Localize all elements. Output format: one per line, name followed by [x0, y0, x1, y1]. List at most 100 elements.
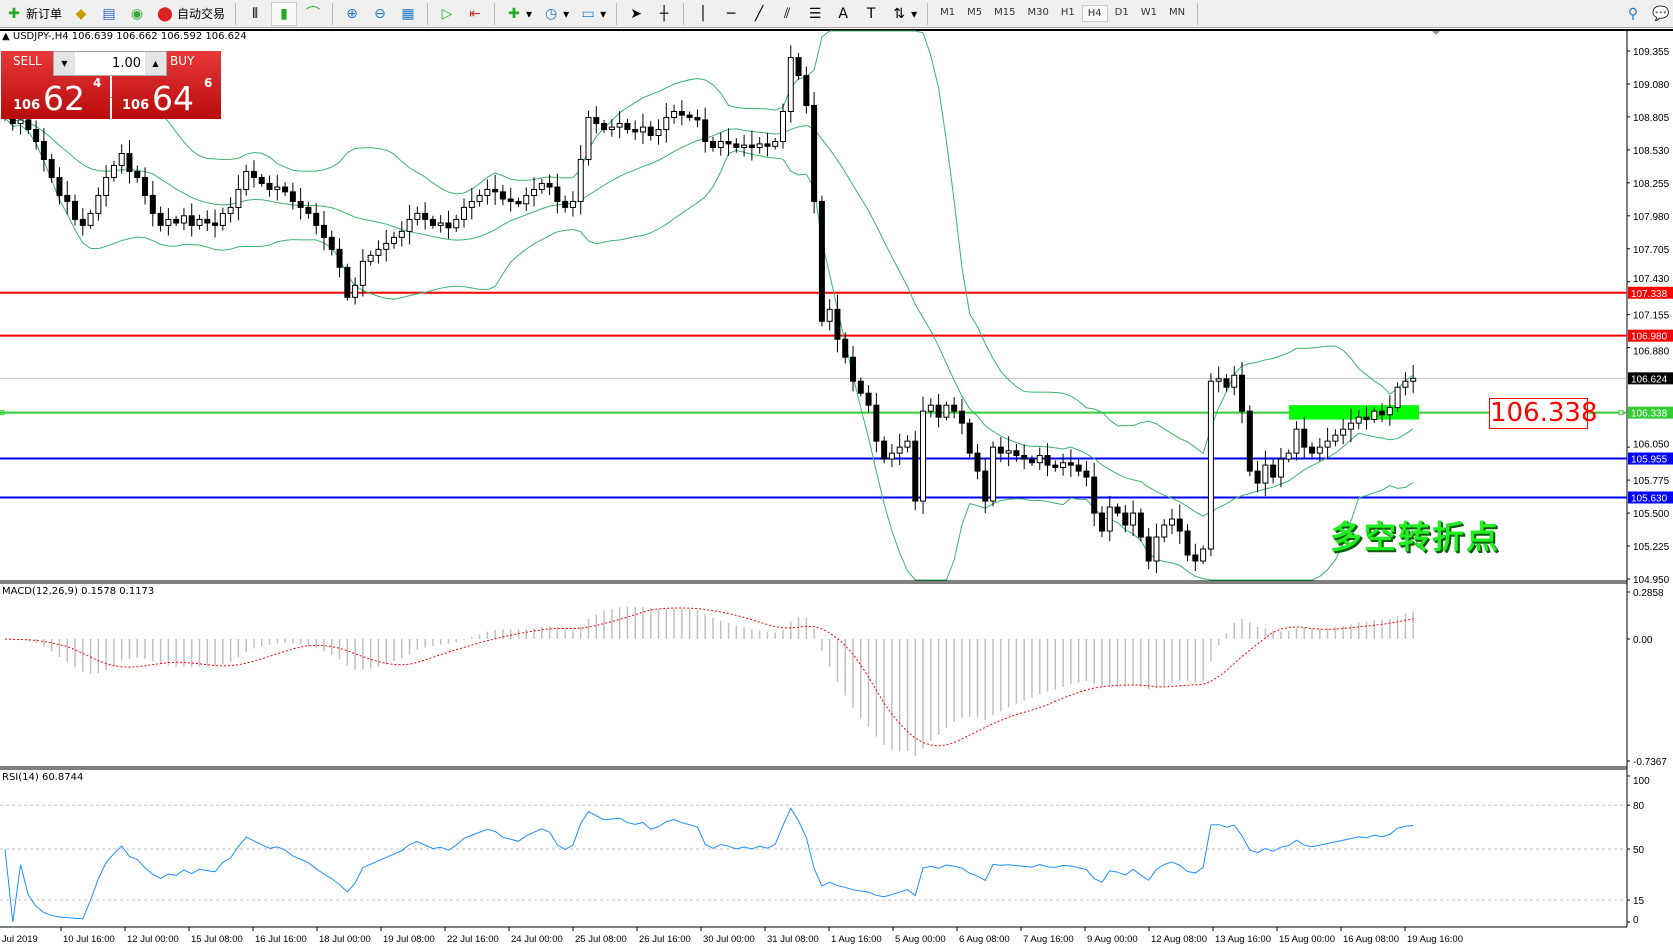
search-icon: ⚲ — [1627, 5, 1639, 22]
candle — [857, 377, 864, 397]
candle-body — [134, 170, 141, 178]
auto-trading-button[interactable]: ⬤ 自动交易 — [157, 5, 226, 22]
candle-body — [297, 200, 304, 208]
lot-size-input[interactable]: 1.00 — [75, 52, 145, 75]
date-label: 16 Aug 08:00 — [1343, 934, 1399, 945]
crosshair-button[interactable]: ┼ — [652, 2, 676, 26]
candle — [352, 277, 359, 305]
timeframe-d1[interactable]: D1 — [1114, 7, 1129, 18]
candle-body — [1246, 410, 1253, 472]
history-button[interactable]: ◆ — [69, 2, 93, 26]
vertical-line-button[interactable]: │ — [691, 2, 715, 26]
timeframe-h1[interactable]: H1 — [1060, 7, 1075, 18]
text-icon: A — [838, 5, 848, 22]
candle-body — [842, 338, 849, 358]
timeframe-m1[interactable]: M1 — [940, 7, 956, 18]
decrease-lot-button[interactable]: ▼ — [54, 52, 75, 75]
price-label-106338[interactable]: 106.338 — [1489, 398, 1598, 429]
timeframe-w1[interactable]: W1 — [1140, 7, 1157, 18]
date-label: 7 Aug 16:00 — [1023, 934, 1074, 945]
collapse-icon[interactable]: ▲ — [2, 31, 13, 42]
timeframe-m30[interactable]: M30 — [1027, 7, 1049, 18]
chat-button[interactable]: 💬 — [1649, 2, 1673, 26]
timeframe-mn[interactable]: MN — [1168, 7, 1186, 18]
candle-chart-button[interactable]: ▮ — [271, 1, 298, 26]
timeframe-m15[interactable]: M15 — [994, 7, 1016, 18]
candle-body — [702, 119, 709, 142]
candle-body — [289, 191, 296, 202]
separator — [683, 2, 685, 25]
candle-body — [149, 194, 156, 214]
new-order-button[interactable]: ✚ 新订单 — [2, 2, 65, 26]
auto-scroll-icon: ▷ — [441, 5, 453, 22]
date-label: 18 Jul 00:00 — [319, 934, 371, 945]
timeframe-m5[interactable]: M5 — [967, 7, 983, 18]
candle — [1200, 545, 1207, 565]
price-tick-label: 109.355 — [1633, 47, 1670, 58]
tile-windows-button[interactable]: ▦ — [396, 2, 420, 26]
candle — [64, 180, 71, 215]
terminal-button[interactable]: ▤ — [97, 2, 121, 26]
cursor-button[interactable]: ➤ — [624, 2, 648, 26]
increase-lot-button[interactable]: ▲ — [145, 52, 166, 75]
candle-body — [958, 410, 965, 424]
candle-body — [48, 158, 55, 178]
buy-price-big: 64 — [152, 79, 194, 118]
candle — [188, 203, 195, 237]
price-tick-label: 104.950 — [1633, 575, 1670, 586]
date-label: 10 Jul 16:00 — [63, 934, 115, 945]
candle — [842, 332, 849, 364]
signals-button[interactable]: ◉ — [125, 2, 149, 26]
candle-body — [997, 446, 1004, 454]
candle-body — [616, 123, 623, 128]
search-button[interactable]: ⚲ — [1621, 2, 1645, 26]
candle — [414, 206, 421, 226]
candle — [912, 431, 919, 511]
bar-chart-button[interactable]: ⫴ — [243, 2, 267, 26]
date-label: 12 Jul 00:00 — [127, 934, 179, 945]
trendline-button[interactable]: ╱ — [747, 2, 771, 26]
candle — [1254, 460, 1261, 493]
annotation-text[interactable]: 多空转折点 — [1330, 518, 1501, 556]
candle — [1371, 407, 1378, 423]
fibonacci-button[interactable]: ☰ — [803, 2, 827, 26]
candle-body — [554, 186, 561, 202]
candle-body — [686, 114, 693, 119]
candle-body — [414, 212, 421, 220]
price-tick-label: 107.980 — [1633, 212, 1670, 223]
candle-body — [33, 129, 40, 142]
candle-body — [103, 176, 110, 196]
candle-body — [180, 215, 187, 224]
sell-price-big: 62 — [43, 79, 85, 118]
text-label-button[interactable]: T — [859, 2, 883, 26]
candle-body — [935, 404, 942, 418]
candle — [180, 207, 187, 231]
price-marker-label: 106.338 — [1631, 409, 1668, 420]
candle-body — [336, 248, 343, 268]
candle-body — [1254, 470, 1261, 484]
zoom-out-button[interactable]: ⊖ — [368, 2, 392, 26]
crosshair-icon: ┼ — [659, 5, 669, 22]
periods-button[interactable]: ◷ ▾ — [539, 2, 572, 26]
price-tick-label: 107.155 — [1633, 311, 1670, 322]
auto-scroll-button[interactable]: ▷ — [435, 2, 459, 26]
line-chart-button[interactable]: ⌒ — [301, 2, 325, 26]
candle — [289, 182, 296, 210]
arrows-button[interactable]: ⇅ ▾ — [887, 2, 920, 26]
candle-body — [1091, 476, 1098, 514]
channel-button[interactable]: ⫽ — [775, 2, 799, 26]
timeframe-h4[interactable]: H4 — [1081, 5, 1108, 22]
lot-size-stepper[interactable]: ▼ 1.00 ▲ — [53, 51, 167, 76]
indicators-button[interactable]: ✚ ▾ — [502, 2, 535, 26]
templates-button[interactable]: ▭ ▾ — [576, 2, 609, 26]
price-marker-label: 105.630 — [1631, 493, 1668, 504]
chart-shift-button[interactable]: ⇤ — [463, 2, 487, 26]
candle — [896, 433, 903, 466]
cursor-icon: ➤ — [630, 5, 642, 22]
horizontal-line-button[interactable]: ─ — [719, 2, 743, 26]
text-button[interactable]: A — [831, 2, 855, 26]
candle — [826, 299, 833, 331]
candle — [219, 207, 226, 231]
zoom-in-button[interactable]: ⊕ — [340, 2, 364, 26]
